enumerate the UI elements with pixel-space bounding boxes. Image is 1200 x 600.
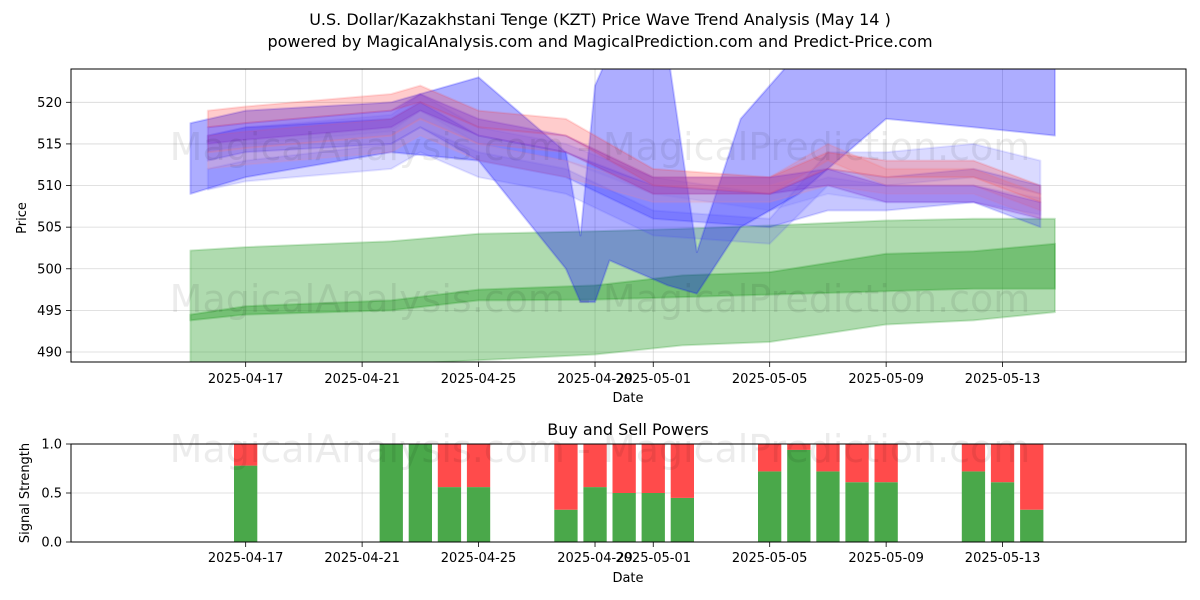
sell-bar xyxy=(990,444,1015,483)
price-plot-frame xyxy=(70,68,1187,363)
signal-x-tick-label: 2025-05-01 xyxy=(615,551,691,566)
chart-subtitle: powered by MagicalAnalysis.com and Magic… xyxy=(267,32,932,51)
sell-bar xyxy=(758,444,782,472)
price-grid xyxy=(71,69,1186,362)
buy-bar xyxy=(554,509,578,542)
price-plot: MagicalAnalysis.com - MagicalPrediction.… xyxy=(15,68,1187,406)
buy-bar xyxy=(874,482,898,542)
price-y-tick-label: 505 xyxy=(37,221,62,236)
band-red-band-3 xyxy=(206,117,1042,220)
signal-y-axis-label: Signal Strength xyxy=(18,443,33,543)
buy-bar xyxy=(379,444,403,542)
price-y-ticks: 490 495 500 505 510 515 520 xyxy=(37,96,71,361)
signal-x-ticks: 2025-04-17 2025-04-21 2025-04-25 2025-04-29… xyxy=(208,542,1040,566)
buy-bar xyxy=(234,465,258,542)
price-x-tick-label: 2025-05-01 xyxy=(615,372,691,387)
buy-bar xyxy=(990,482,1015,542)
price-y-tick-label: 490 xyxy=(37,346,62,361)
signal-x-tick-label: 2025-05-09 xyxy=(848,551,924,566)
buy-bar xyxy=(466,487,491,542)
buy-bar xyxy=(583,487,607,542)
sell-bar xyxy=(437,444,462,488)
buy-bar xyxy=(1020,509,1044,542)
band-blue-band-1 xyxy=(206,101,1042,229)
price-x-tick-label: 2025-05-09 xyxy=(848,372,924,387)
buy-bar xyxy=(961,471,986,542)
buy-bar xyxy=(670,497,694,542)
band-blue-wave-big xyxy=(189,69,1056,304)
price-y-axis-label: Price xyxy=(15,202,30,234)
band-red-band-2 xyxy=(206,101,1042,212)
price-y-tick-label: 520 xyxy=(37,96,62,111)
sell-bar xyxy=(554,444,578,510)
signal-x-tick-label: 2025-04-29 xyxy=(557,551,633,566)
price-plot-background xyxy=(71,69,1186,362)
buy-bar xyxy=(437,487,462,542)
signal-y-tick-label: 1.0 xyxy=(41,438,62,453)
buy-bar xyxy=(758,471,782,542)
price-x-tick-label: 2025-04-17 xyxy=(208,372,284,387)
signal-x-tick-label: 2025-04-21 xyxy=(324,551,400,566)
sell-bar xyxy=(612,444,636,493)
sell-bar xyxy=(670,444,694,498)
band-blue-band-2 xyxy=(206,126,1042,245)
band-purple-band xyxy=(206,93,1042,220)
watermark-middle: MagicalAnalysis.com - MagicalPrediction.… xyxy=(170,277,1031,321)
chart-title: U.S. Dollar/Kazakhstani Tenge (KZT) Pric… xyxy=(309,10,891,29)
signal-bars xyxy=(234,444,1044,542)
sell-bar xyxy=(816,444,840,472)
buy-bar xyxy=(845,482,869,542)
price-y-tick-label: 515 xyxy=(37,137,62,152)
buy-bar xyxy=(612,493,636,542)
sell-bar xyxy=(1020,444,1044,510)
sell-bar xyxy=(641,444,665,493)
signal-y-tick-label: 0.0 xyxy=(41,536,62,551)
band-blue-band-3 xyxy=(206,93,1042,216)
price-x-tick-label: 2025-05-13 xyxy=(965,372,1041,387)
sell-bar xyxy=(583,444,607,488)
buy-bar xyxy=(408,444,432,542)
signal-x-tick-label: 2025-05-13 xyxy=(965,551,1041,566)
sell-bar xyxy=(466,444,491,488)
signal-x-axis-label: Date xyxy=(612,571,643,586)
price-bands xyxy=(189,69,1056,362)
signal-y-tick-label: 0.5 xyxy=(41,487,62,502)
sell-bar xyxy=(874,444,898,483)
band-red-band-1 xyxy=(206,84,1042,204)
watermark-top: MagicalAnalysis.com - MagicalPrediction.… xyxy=(170,125,1031,169)
signal-y-ticks: 0.0 0.5 1.0 xyxy=(41,438,71,551)
sell-bar xyxy=(787,444,811,450)
sell-bar xyxy=(961,444,986,472)
signal-plot: Buy and Sell Powers MagicalAnalysis.com … xyxy=(18,420,1187,586)
buy-bar xyxy=(641,493,665,542)
band-green-band-inner xyxy=(189,242,1056,322)
price-x-tick-label: 2025-05-05 xyxy=(732,372,808,387)
price-x-axis-label: Date xyxy=(612,391,643,406)
signal-x-tick-label: 2025-05-05 xyxy=(732,551,808,566)
signal-x-tick-label: 2025-04-25 xyxy=(441,551,517,566)
signal-x-tick-label: 2025-04-17 xyxy=(208,551,284,566)
sell-bar xyxy=(234,444,258,466)
band-green-band-outer xyxy=(189,217,1056,362)
price-y-tick-label: 495 xyxy=(37,304,62,319)
sell-bar xyxy=(845,444,869,483)
buy-bar xyxy=(787,449,811,542)
price-x-tick-label: 2025-04-21 xyxy=(324,372,400,387)
watermark-bottom: MagicalAnalysis.com - MagicalPrediction.… xyxy=(170,427,1031,471)
price-x-tick-label: 2025-04-25 xyxy=(441,372,517,387)
buy-bar xyxy=(816,471,840,542)
price-x-tick-label: 2025-04-29 xyxy=(557,372,633,387)
price-y-tick-label: 510 xyxy=(37,179,62,194)
price-y-tick-label: 500 xyxy=(37,262,62,277)
signal-title: Buy and Sell Powers xyxy=(547,420,709,439)
price-x-ticks: 2025-04-17 2025-04-21 2025-04-25 2025-04-29… xyxy=(208,362,1040,387)
